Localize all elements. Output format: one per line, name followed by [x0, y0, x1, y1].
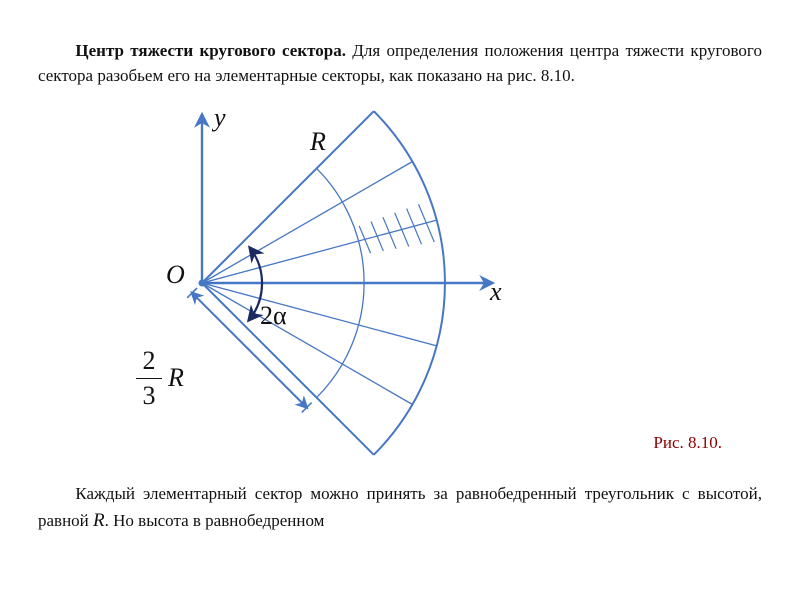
fraction-bar	[136, 378, 162, 379]
figure-caption: Рис. 8.10.	[653, 433, 722, 453]
fraction-r-label: R	[168, 363, 184, 393]
inline-var-r: R	[93, 510, 105, 531]
x-axis-label: x	[490, 277, 502, 307]
fan-line	[202, 283, 413, 405]
paragraph-followup: Каждый элементарный сектор можно принять…	[38, 482, 762, 534]
r-label: R	[310, 127, 326, 157]
hatch-region	[338, 147, 472, 295]
paragraph-intro-lead: Центр тяжести кругового сектора.	[75, 41, 346, 60]
sector-edge-upper	[202, 111, 374, 283]
paragraph-followup-after: . Но высота в равнобедренном	[105, 511, 325, 530]
angle-label: 2α	[260, 301, 287, 331]
figure-svg	[38, 105, 762, 465]
page: Центр тяжести кругового сектора. Для опр…	[0, 0, 800, 600]
fraction-numerator: 2	[136, 348, 162, 374]
origin-label: O	[166, 260, 185, 290]
y-axis-label: y	[214, 103, 226, 133]
fan-line	[202, 162, 413, 284]
origin-dot	[199, 280, 206, 287]
figure-8-10: y x O R 2α 2 3 R Рис. 8.10.	[38, 105, 762, 465]
paragraph-intro: Центр тяжести кругового сектора. Для опр…	[38, 39, 762, 88]
fan-line	[202, 283, 437, 346]
fraction-two-thirds: 2 3	[136, 348, 162, 409]
sector-edge-lower	[202, 283, 374, 455]
fraction-denominator: 3	[136, 383, 162, 409]
